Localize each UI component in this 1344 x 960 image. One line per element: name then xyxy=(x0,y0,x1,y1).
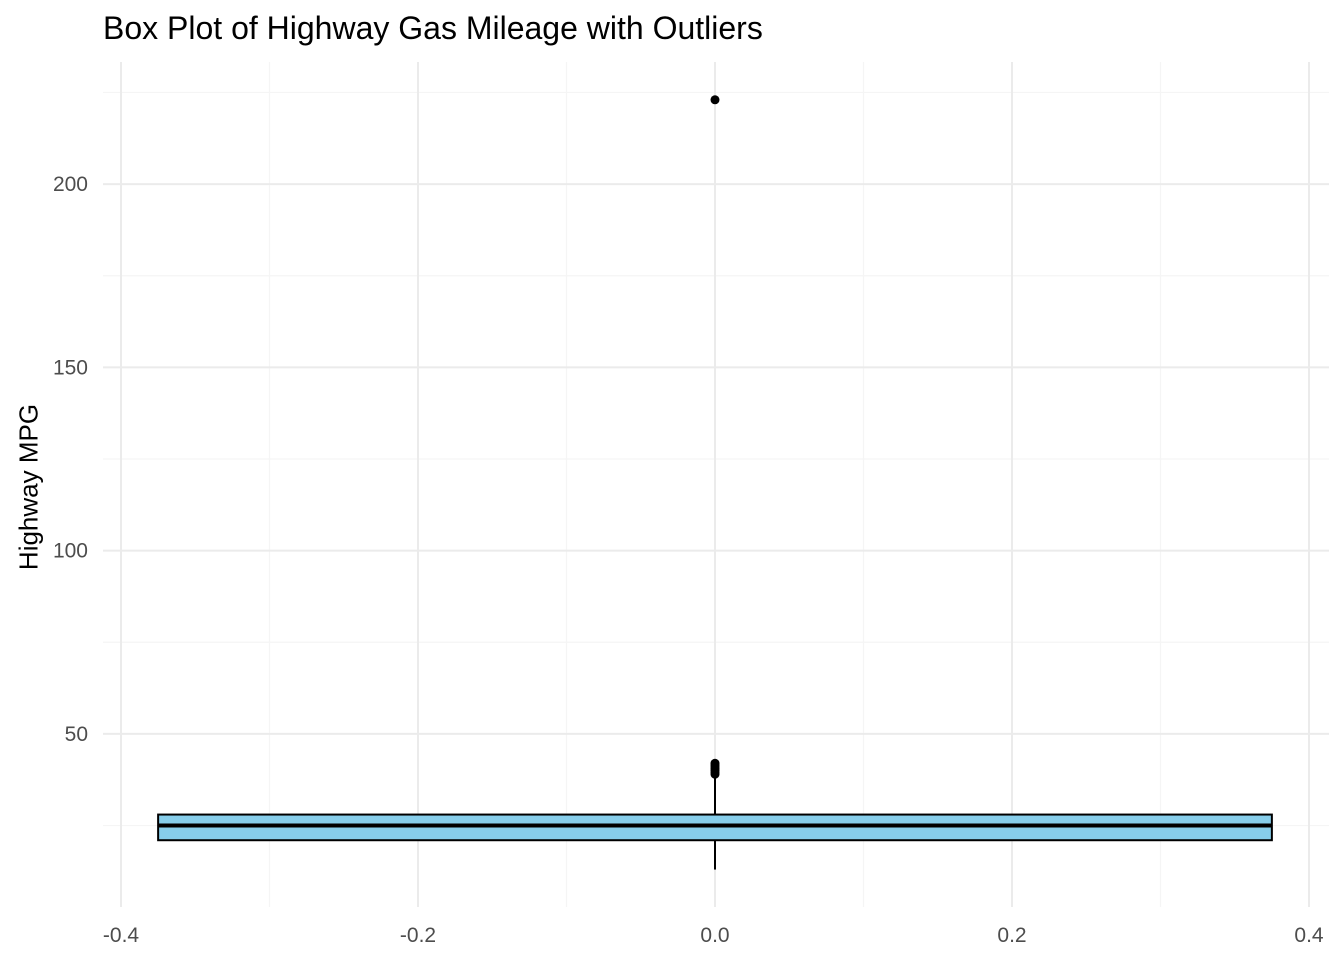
outlier-point xyxy=(710,758,720,768)
y-tick-label: 100 xyxy=(53,540,88,563)
y-tick-labels: 50 100 150 200 xyxy=(53,173,88,746)
x-tick-label: 0.4 xyxy=(1294,924,1324,947)
y-tick-label: 50 xyxy=(65,723,88,746)
chart-title: Box Plot of Highway Gas Mileage with Out… xyxy=(103,10,763,46)
major-gridlines xyxy=(103,62,1329,907)
x-tick-label: -0.2 xyxy=(400,924,436,947)
x-tick-label: 0.2 xyxy=(997,924,1026,947)
outlier-point xyxy=(710,95,720,105)
y-tick-label: 150 xyxy=(53,356,88,379)
x-tick-labels: -0.4 -0.2 0.0 0.2 0.4 xyxy=(103,924,1324,947)
y-tick-label: 200 xyxy=(53,173,88,196)
x-tick-label: -0.4 xyxy=(103,924,140,947)
outlier-points xyxy=(710,95,720,779)
box-plot xyxy=(157,777,1273,870)
x-tick-label: 0.0 xyxy=(700,924,729,947)
